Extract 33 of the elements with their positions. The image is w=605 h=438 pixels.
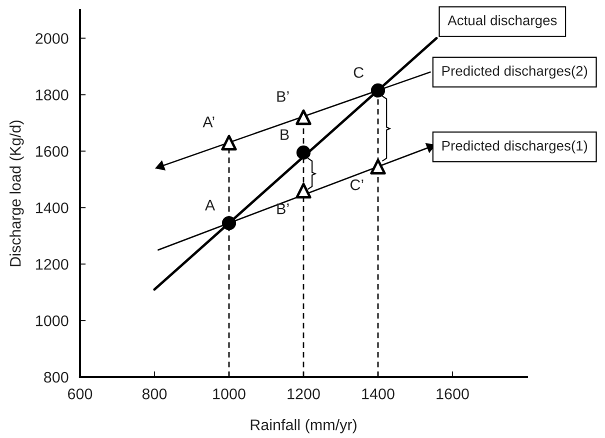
y-tick-label: 1200	[36, 258, 68, 270]
x-axis-title: Rainfall (mm/yr)	[250, 419, 356, 434]
series-label: Predicted discharges(2)	[442, 66, 588, 79]
y-tick-label: 800	[44, 372, 68, 383]
y-tick-label: 1600	[36, 146, 68, 157]
series-label: Predicted discharges(1)	[442, 140, 588, 154]
x-tick-label: 1600	[436, 388, 469, 400]
x-tick-label: 1000	[213, 388, 246, 400]
annotation: A’	[202, 116, 214, 128]
point	[370, 83, 386, 98]
point	[370, 158, 386, 175]
point	[296, 182, 312, 199]
annotation: C’	[350, 179, 364, 190]
y-tick-label: 1000	[36, 315, 68, 326]
annotation: A	[204, 200, 216, 210]
y-tick-label: 2000	[36, 33, 68, 44]
annotation: C	[354, 67, 364, 78]
y-axis-title: Discharge load (Kg/d)	[10, 120, 24, 266]
point	[296, 109, 312, 126]
point	[221, 134, 237, 151]
annotation: B’	[277, 204, 289, 214]
x-tick-label: 1400	[362, 388, 394, 400]
y-tick-label: 1800	[36, 90, 68, 100]
annotation: B	[280, 129, 289, 140]
annotation: B’	[277, 91, 289, 102]
point	[156, 160, 166, 170]
y-tick-label: 1400	[36, 202, 68, 214]
x-tick-label: 800	[142, 388, 167, 400]
x-tick-label: 600	[68, 388, 92, 400]
point	[222, 216, 236, 230]
series-label: Actual discharges	[448, 15, 557, 28]
point	[296, 146, 311, 160]
x-tick-label: 1200	[288, 388, 320, 400]
